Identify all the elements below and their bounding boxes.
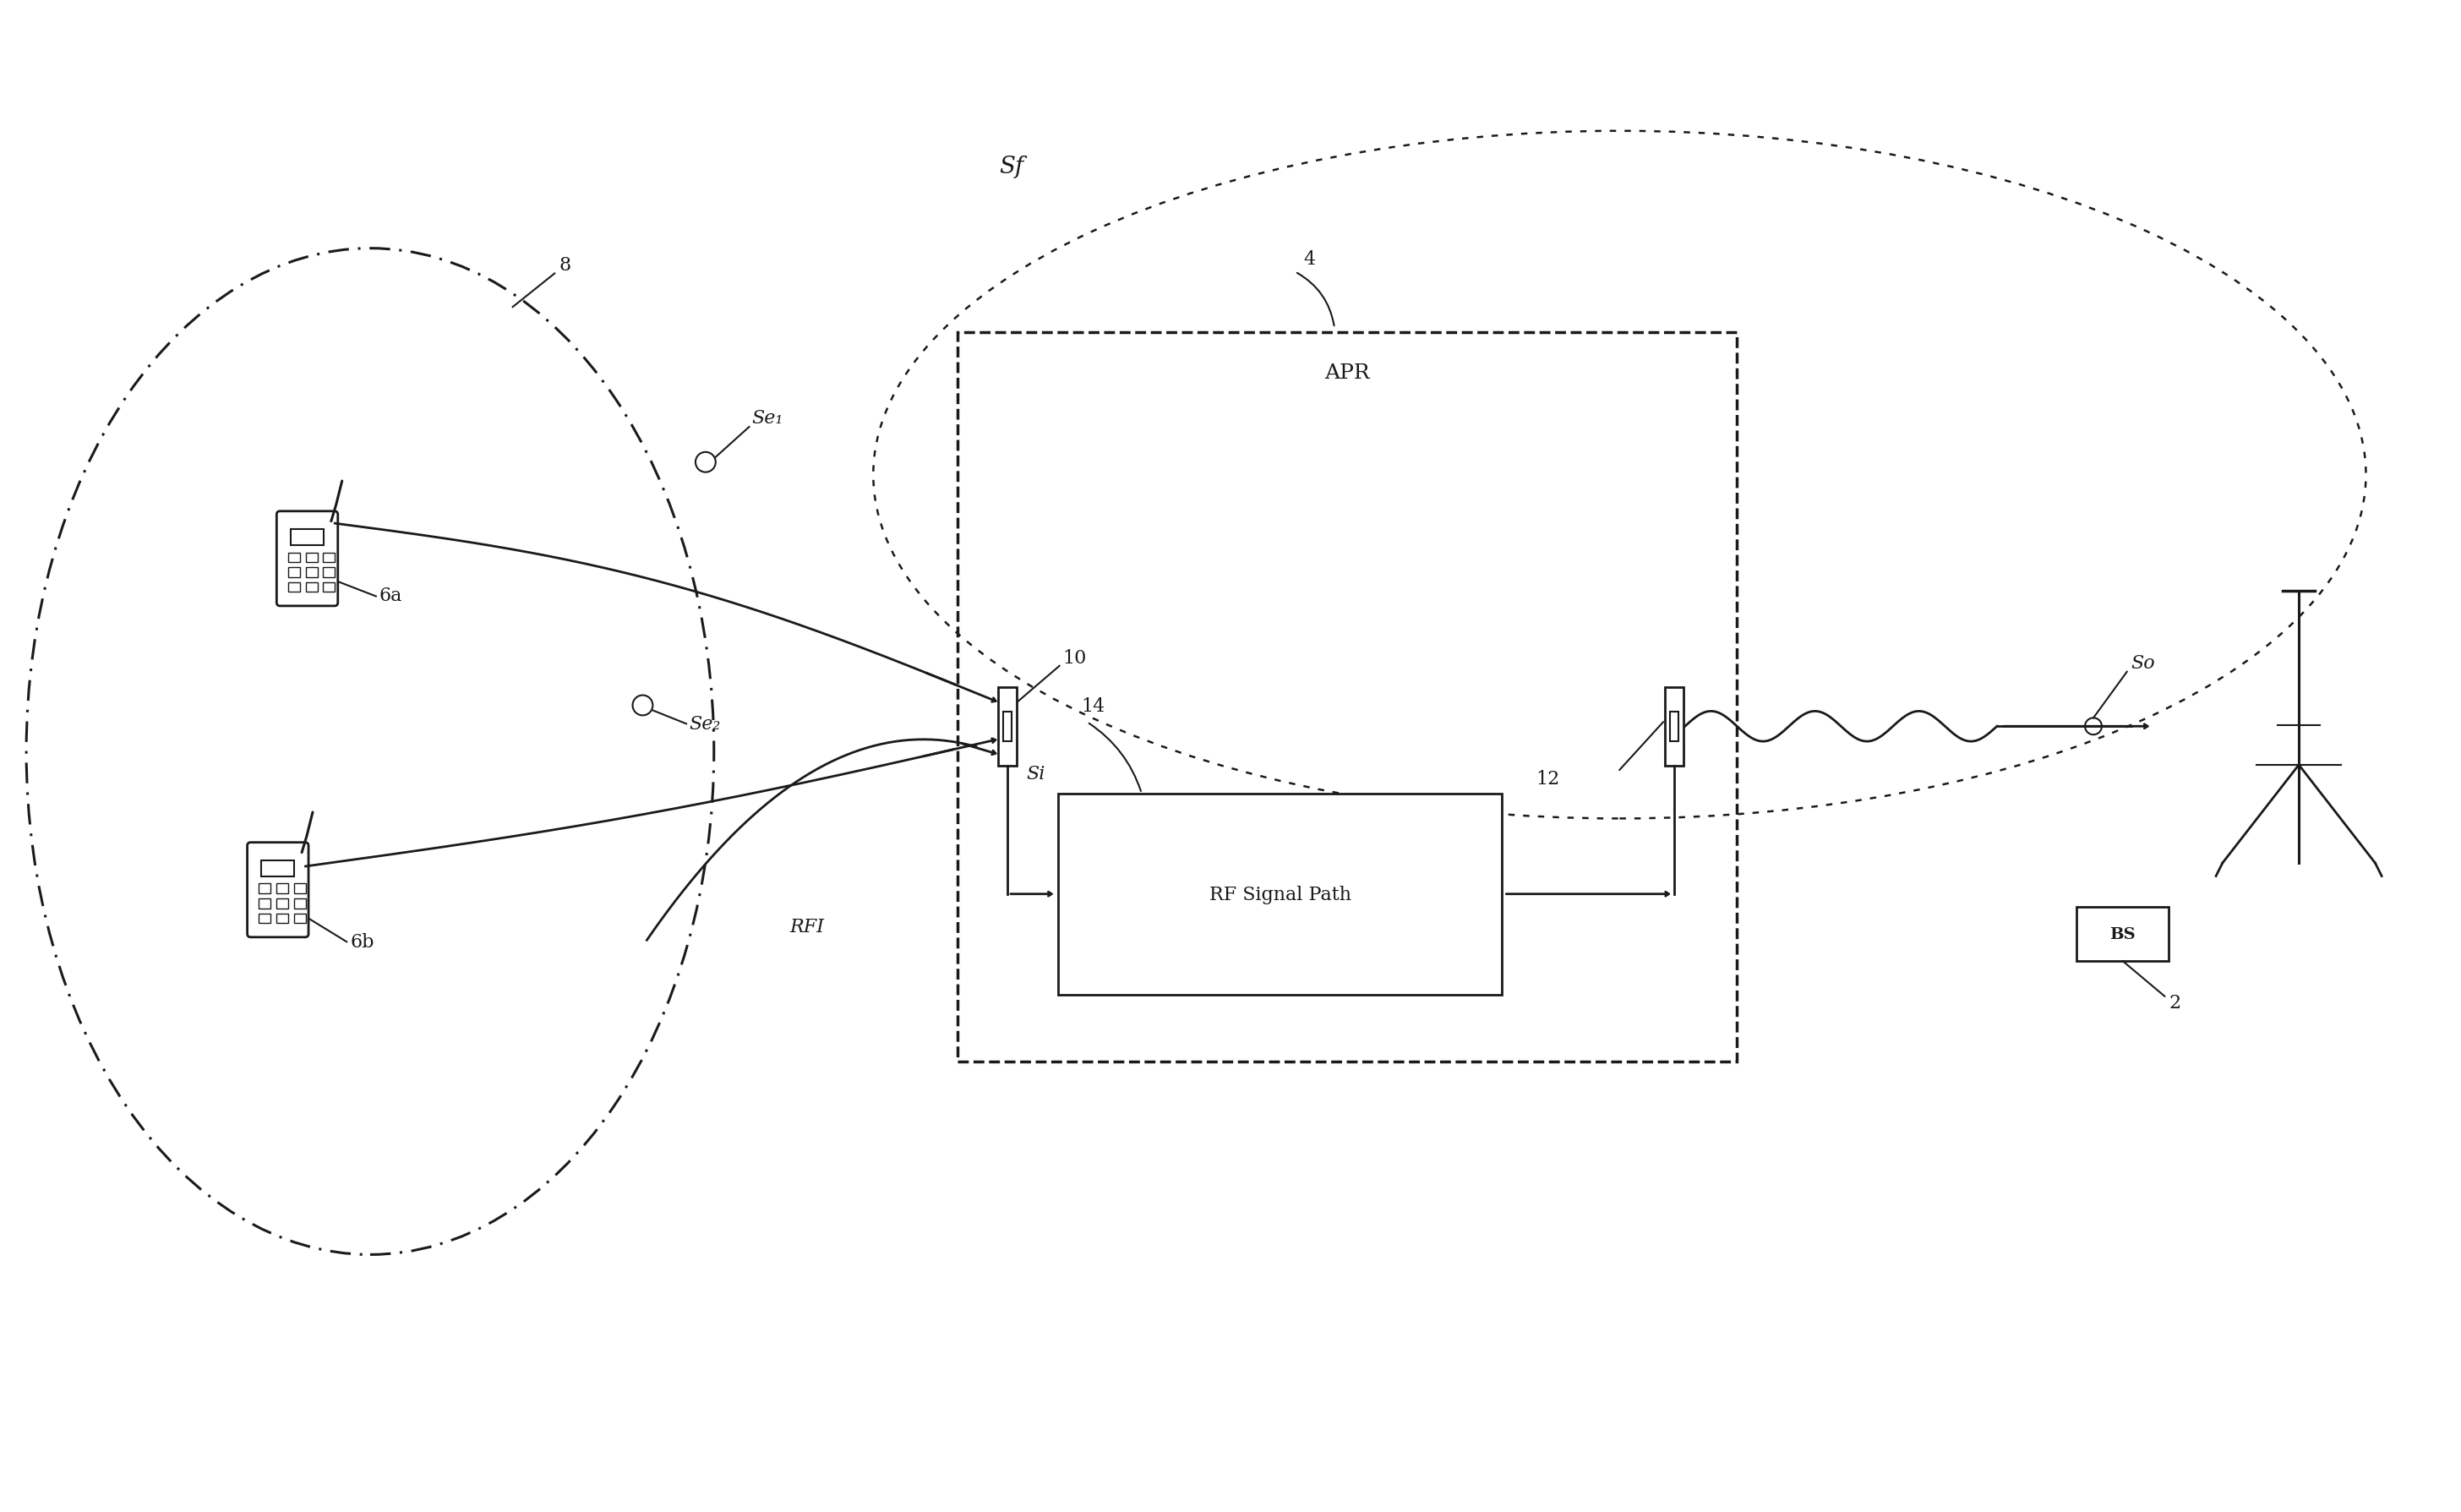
Text: 6a: 6a — [379, 587, 404, 605]
Bar — [322, 582, 335, 593]
FancyBboxPatch shape — [276, 511, 337, 606]
Bar — [258, 885, 271, 894]
Bar — [293, 913, 305, 924]
Bar — [1666, 688, 1683, 767]
Bar — [261, 860, 295, 877]
Bar — [1004, 712, 1011, 741]
Bar — [1671, 712, 1678, 741]
Text: 10: 10 — [1063, 649, 1088, 667]
Text: 4: 4 — [1304, 249, 1314, 268]
Bar — [276, 900, 288, 909]
Bar — [322, 569, 335, 578]
Bar — [305, 569, 317, 578]
Text: 2: 2 — [2168, 993, 2180, 1012]
Bar — [2077, 907, 2168, 962]
Bar — [290, 531, 322, 546]
Bar — [258, 900, 271, 909]
Text: RFI: RFI — [790, 918, 824, 936]
FancyBboxPatch shape — [246, 842, 308, 937]
Bar — [957, 333, 1737, 1061]
Text: RF Signal Path: RF Signal Path — [1208, 885, 1351, 904]
Bar — [293, 900, 305, 909]
Text: 8: 8 — [559, 256, 571, 274]
Bar — [999, 688, 1016, 767]
Text: Se₁: Se₁ — [751, 408, 783, 428]
Text: APR: APR — [1324, 363, 1371, 383]
Bar — [305, 582, 317, 593]
Bar — [276, 913, 288, 924]
Text: Se₂: Se₂ — [689, 715, 721, 733]
Text: 12: 12 — [1536, 770, 1560, 788]
Bar — [1058, 794, 1501, 995]
Bar — [322, 553, 335, 562]
Bar — [288, 569, 300, 578]
Bar — [288, 582, 300, 593]
Text: So: So — [2131, 653, 2156, 673]
Text: BS: BS — [2109, 927, 2136, 942]
Bar — [288, 553, 300, 562]
Bar — [305, 553, 317, 562]
Text: Sf: Sf — [999, 156, 1024, 178]
Text: Si: Si — [1026, 764, 1046, 783]
Bar — [258, 913, 271, 924]
Bar — [293, 885, 305, 894]
Bar — [276, 885, 288, 894]
Text: 14: 14 — [1080, 697, 1105, 715]
Text: 6b: 6b — [349, 933, 374, 951]
